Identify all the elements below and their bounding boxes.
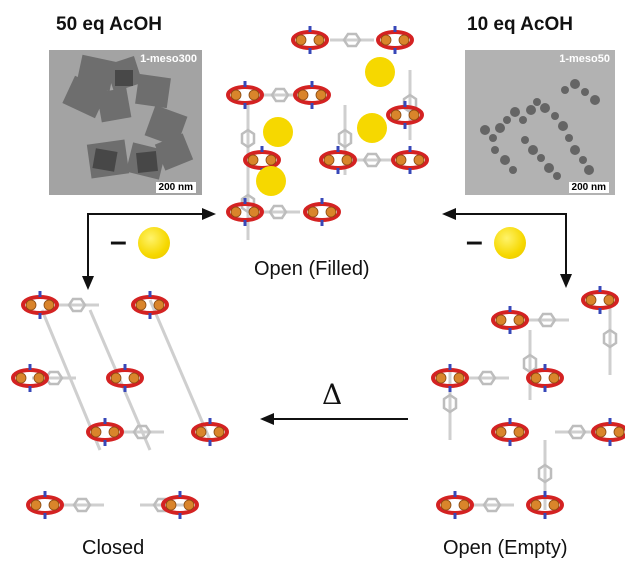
framework-open-filled bbox=[226, 24, 429, 242]
right-condition-title: 10 eq AcOH bbox=[467, 14, 573, 35]
arrow-heat bbox=[260, 413, 408, 425]
scale-bar-left: 200 nm bbox=[155, 182, 196, 193]
left-condition-title: 50 eq AcOH bbox=[56, 14, 162, 35]
heat-symbol: Δ bbox=[322, 378, 343, 411]
tem-cubes-left-art bbox=[49, 50, 202, 195]
state-label-open-empty: Open (Empty) bbox=[443, 537, 568, 559]
arrow-filled-to-empty bbox=[442, 208, 572, 288]
minus-sign-right: – bbox=[466, 225, 483, 258]
guest-removed-icon-right bbox=[494, 227, 526, 259]
tem-image-left: 1-meso300 200 nm bbox=[49, 50, 202, 195]
guest-removed-icon-left bbox=[138, 227, 170, 259]
state-label-closed: Closed bbox=[82, 537, 145, 559]
guest-molecules-filled bbox=[256, 57, 395, 196]
tem-cubes-right-art bbox=[465, 50, 615, 195]
minus-sign-left: – bbox=[110, 225, 127, 258]
tem-tag-left: 1-meso300 bbox=[140, 53, 197, 65]
tem-tag-right: 1-meso50 bbox=[559, 53, 610, 65]
arrow-filled-to-closed bbox=[82, 208, 216, 290]
scale-bar-right: 200 nm bbox=[568, 182, 609, 193]
tem-image-right: 1-meso50 200 nm bbox=[465, 50, 615, 195]
framework-closed bbox=[11, 289, 229, 521]
state-label-open-filled: Open (Filled) bbox=[254, 258, 370, 280]
framework-open-empty bbox=[431, 284, 625, 521]
